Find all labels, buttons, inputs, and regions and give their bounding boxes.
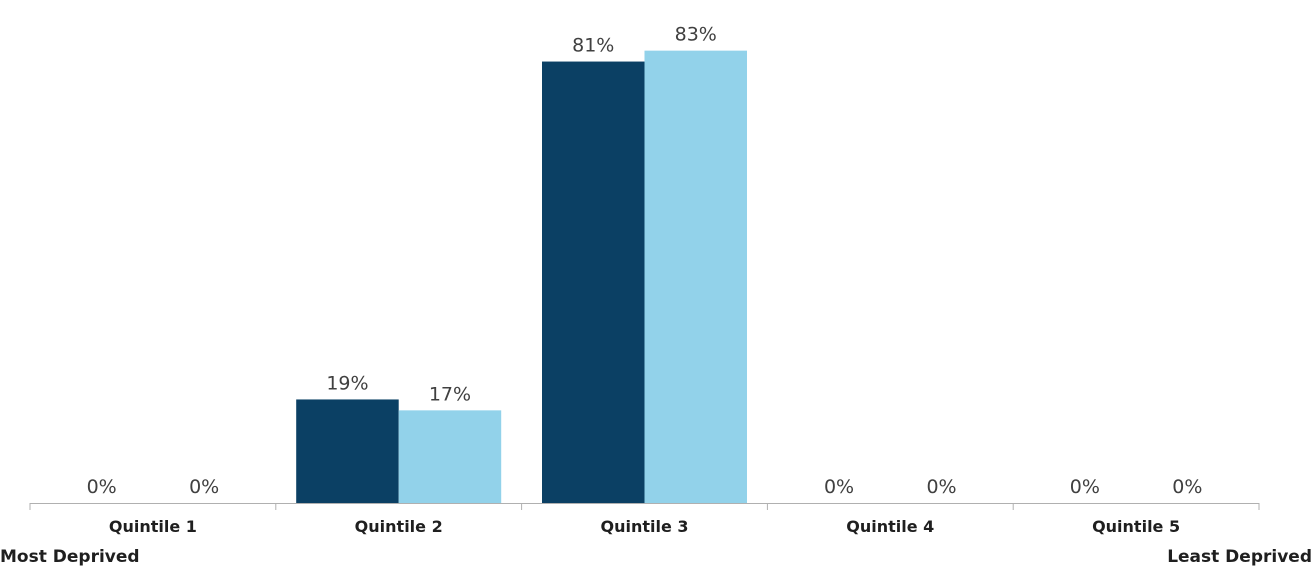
- value-label-light-1: 0%: [189, 476, 219, 498]
- bar-dark-2: [296, 399, 399, 503]
- value-label-dark-3: 81%: [572, 35, 614, 57]
- value-label-dark-1: 0%: [87, 476, 117, 498]
- category-label-5: Quintile 5: [1092, 517, 1180, 536]
- value-label-light-5: 0%: [1172, 476, 1202, 498]
- category-label-1: Quintile 1: [109, 517, 197, 536]
- value-label-dark-4: 0%: [824, 476, 854, 498]
- bar-light-2: [398, 410, 502, 503]
- bars-group: [296, 50, 747, 504]
- value-label-light-2: 17%: [429, 383, 471, 405]
- least-deprived-annotation: Least Deprived: [1167, 547, 1312, 567]
- bar-light-3: [644, 50, 747, 504]
- x-axis: [29, 503, 1260, 510]
- value-label-dark-5: 0%: [1070, 476, 1100, 498]
- value-labels-group: 0% 0% 19% 17% 81% 83% 0% 0% 0% 0%: [87, 24, 1203, 498]
- category-label-4: Quintile 4: [846, 517, 934, 536]
- most-deprived-annotation: Most Deprived: [0, 547, 140, 567]
- category-labels-group: Quintile 1 Quintile 2 Quintile 3 Quintile 4…: [109, 517, 1180, 536]
- category-label-2: Quintile 2: [355, 517, 443, 536]
- value-label-light-4: 0%: [926, 476, 956, 498]
- bar-dark-3: [542, 61, 645, 504]
- value-label-light-3: 83%: [675, 24, 717, 46]
- value-label-dark-2: 19%: [326, 372, 368, 394]
- category-label-3: Quintile 3: [600, 517, 688, 536]
